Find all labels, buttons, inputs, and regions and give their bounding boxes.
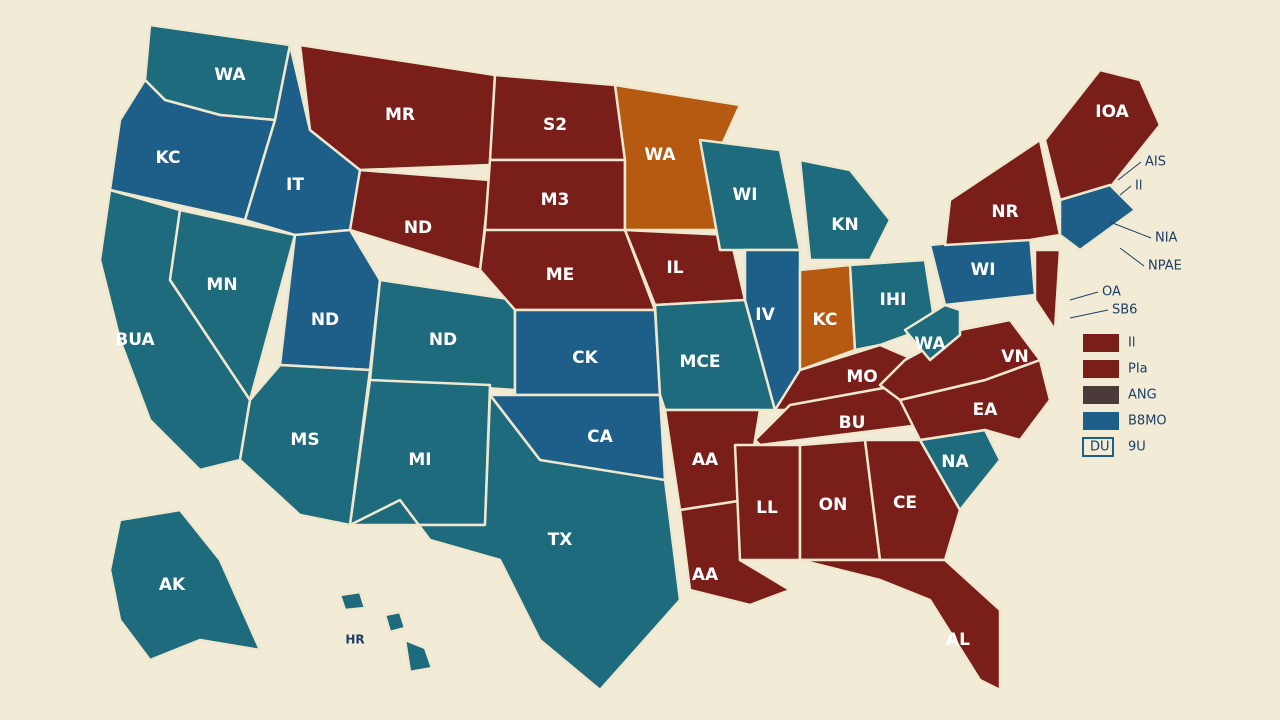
state-label: AK [159,575,186,595]
annotation: OA [1102,285,1121,300]
leader-line [1117,161,1142,181]
annotation: Il [1135,179,1142,194]
leader-line [1109,221,1152,239]
state [798,158,892,262]
state-label: BUA [115,330,155,350]
legend-swatch [1083,386,1119,404]
state-label: ON [819,495,848,515]
legend-box [1082,437,1114,457]
state [108,508,262,662]
state [798,558,1002,692]
state-label: NR [991,202,1018,222]
state-label: CE [893,493,917,513]
state-label: WI [970,260,995,280]
island [403,638,434,674]
state-label: AA [692,565,719,585]
state [903,303,962,362]
state-label: MO [846,367,877,387]
state-label: IT [286,175,304,195]
state-label: TX [548,530,573,550]
state [878,318,1042,402]
state-label: CK [572,348,598,368]
state-label: IOA [1095,102,1129,122]
state-label: CA [587,427,613,447]
state-label: ND [311,310,339,330]
state-label: WA [914,334,946,354]
state-label: BU [839,413,866,433]
legend-label: Il [1128,336,1135,351]
state-label: NA [941,452,969,472]
state-label: MCE [679,352,720,372]
state-label: WA [214,65,246,85]
state-label: ND [429,330,457,350]
state-label: EA [973,400,999,420]
annotation: NPAE [1148,259,1182,274]
annotation: SB6 [1112,303,1137,318]
state-label: MN [206,275,237,295]
leader-line [1069,291,1099,301]
state-label: IV [755,305,775,325]
leader-line [1119,247,1145,267]
state-label: AA [692,450,719,470]
state-label: LL [756,498,778,518]
legend-swatch [1083,334,1119,352]
state [338,590,367,612]
state-label: ND [404,218,432,238]
legend-label: ANG [1128,388,1157,403]
state [1058,183,1137,252]
legend-label: PIa [1128,362,1148,377]
leader-line [1069,309,1109,319]
state-label: KC [813,310,838,330]
state-label: MR [385,105,415,125]
island [383,610,407,634]
state-label: ME [546,265,575,285]
state [348,393,682,692]
state [1033,248,1062,332]
state [298,43,497,172]
state-label: MS [290,430,319,450]
legend-swatch [1083,360,1119,378]
state-label: S2 [543,115,567,135]
legend-label: B8MO [1128,414,1167,429]
state-label: WA [644,145,676,165]
legend-label: 9U [1128,440,1146,455]
state-label: HR [345,633,364,647]
state [238,363,372,527]
state-label: AL [946,630,970,650]
state-label: VN [1001,347,1028,367]
state-label: WI [732,185,757,205]
state-label: KC [156,148,181,168]
legend-box-label: DU [1090,440,1110,455]
annotation: AIS [1145,155,1166,170]
leader-line [1119,185,1132,196]
state-label: IHI [880,290,907,310]
legend-swatch [1083,412,1119,430]
state-label: IL [666,258,683,278]
state [943,138,1062,247]
annotation: NIA [1155,231,1178,246]
state-label: MI [408,450,431,470]
state-label: KN [831,215,858,235]
state-label: M3 [541,190,570,210]
